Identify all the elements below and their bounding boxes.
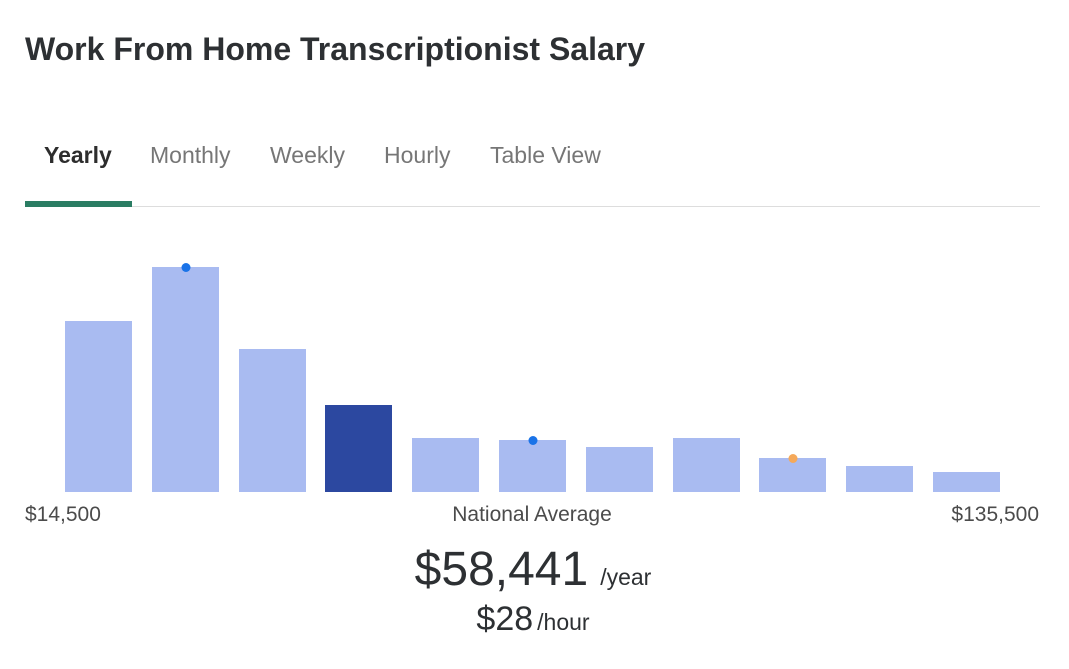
tab-weekly[interactable]: Weekly bbox=[270, 142, 345, 168]
tab-monthly[interactable]: Monthly bbox=[150, 142, 231, 168]
page-title: Work From Home Transcriptionist Salary bbox=[25, 31, 646, 67]
histogram-bar[interactable] bbox=[586, 447, 653, 492]
histogram-bar[interactable] bbox=[499, 436, 566, 492]
histogram-bar[interactable] bbox=[673, 438, 740, 492]
axis-max-label: $135,500 bbox=[951, 503, 1039, 526]
histogram-bar[interactable] bbox=[65, 321, 132, 492]
histogram-bar[interactable] bbox=[152, 263, 219, 492]
period-tabs: Yearly Monthly Weekly Hourly Table View bbox=[25, 130, 1040, 207]
axis-min-label: $14,500 bbox=[25, 503, 101, 526]
hourly-average: $28/hour bbox=[0, 600, 1066, 639]
histogram-bar[interactable] bbox=[759, 454, 826, 492]
hourly-average-value: $28 bbox=[476, 600, 534, 638]
histogram-bar[interactable] bbox=[412, 438, 479, 492]
histogram-bar[interactable] bbox=[239, 349, 306, 492]
hourly-unit: /hour bbox=[537, 609, 590, 635]
salary-distribution-chart bbox=[0, 230, 1069, 492]
yearly-average: $58,441/year bbox=[0, 542, 1066, 597]
histogram-bar[interactable] bbox=[933, 472, 1000, 492]
tab-table-view[interactable]: Table View bbox=[490, 142, 601, 168]
tab-hourly[interactable]: Hourly bbox=[384, 142, 451, 168]
histogram-bar[interactable] bbox=[325, 405, 392, 492]
marker-dot-icon bbox=[181, 263, 190, 272]
national-average-label: National Average bbox=[452, 503, 612, 526]
active-tab-indicator bbox=[25, 201, 132, 207]
tab-yearly[interactable]: Yearly bbox=[44, 142, 112, 168]
marker-dot-icon bbox=[528, 436, 537, 445]
yearly-unit: /year bbox=[600, 564, 652, 590]
marker-dot-icon bbox=[788, 454, 797, 463]
yearly-average-value: $58,441 bbox=[414, 543, 589, 596]
histogram-bar[interactable] bbox=[846, 466, 913, 492]
